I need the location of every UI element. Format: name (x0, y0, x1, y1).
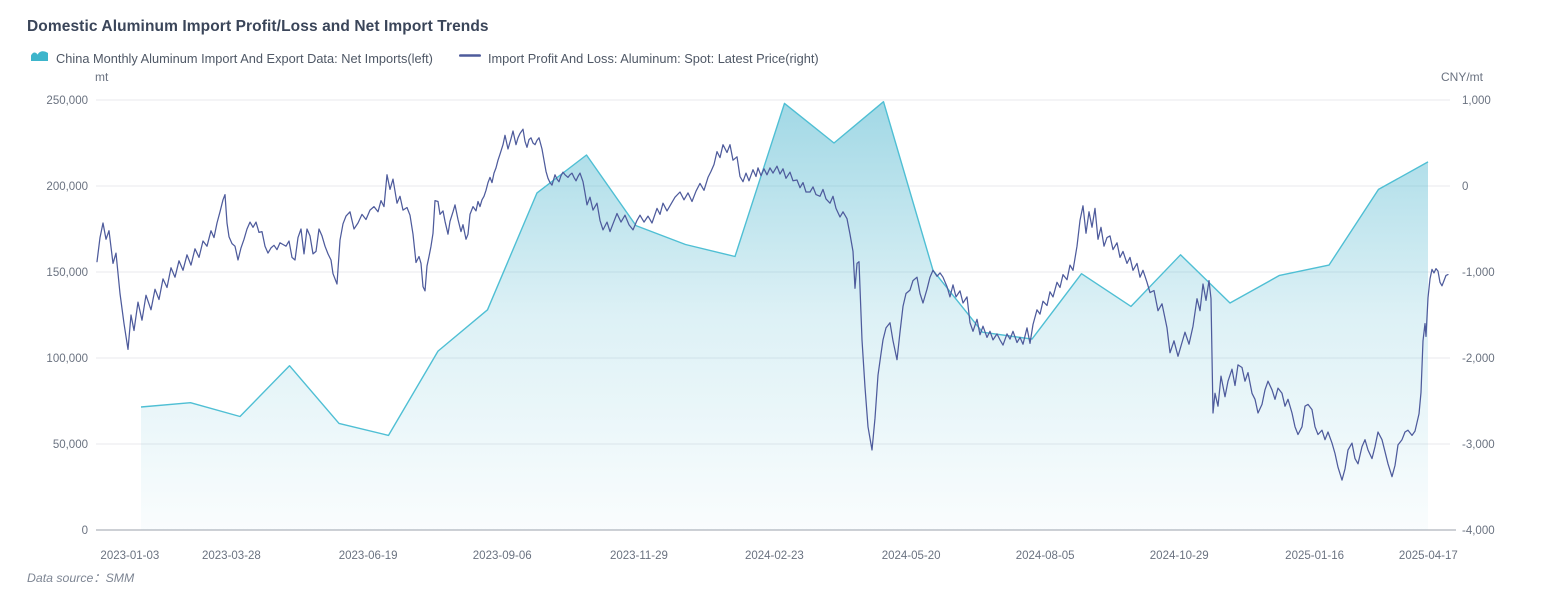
legend-item-profit-loss[interactable]: Import Profit And Loss: Aluminum: Spot: … (458, 49, 819, 67)
data-source: Data source：SMM (27, 568, 134, 586)
x-axis-tick: 2023-01-03 (100, 550, 159, 562)
x-axis-tick: 2025-04-17 (1399, 550, 1458, 562)
legend: China Monthly Aluminum Import And Export… (30, 49, 819, 67)
right-axis-tick: -4,000 (1462, 525, 1495, 537)
legend-item-net-imports[interactable]: China Monthly Aluminum Import And Export… (30, 49, 433, 67)
left-axis-tick: 0 (82, 525, 88, 537)
right-axis-tick: 0 (1462, 181, 1468, 193)
x-axis-tick: 2024-10-29 (1150, 550, 1209, 562)
right-axis-tick: -1,000 (1462, 267, 1495, 279)
right-axis-tick: -3,000 (1462, 439, 1495, 451)
x-axis-tick: 2023-03-28 (202, 550, 261, 562)
left-axis-tick: 250,000 (46, 95, 88, 107)
x-axis-tick: 2024-05-20 (882, 550, 941, 562)
data-source-value: SMM (105, 571, 135, 585)
right-axis-tick: 1,000 (1462, 95, 1491, 107)
x-axis-tick: 2025-01-16 (1285, 550, 1344, 562)
right-axis-tick: -2,000 (1462, 353, 1495, 365)
left-axis-tick: 100,000 (46, 353, 88, 365)
x-axis-tick: 2023-11-29 (610, 550, 668, 562)
left-axis-tick: 50,000 (53, 439, 88, 451)
right-axis-unit: CNY/mt (1441, 70, 1483, 84)
left-axis-tick: 150,000 (46, 267, 88, 279)
net-imports-area (141, 101, 1428, 530)
left-axis-tick: 200,000 (46, 181, 88, 193)
legend-label-net-imports: China Monthly Aluminum Import And Export… (56, 50, 433, 66)
data-source-label: Data source： (27, 571, 106, 585)
x-axis-tick: 2024-08-05 (1016, 550, 1075, 562)
legend-label-profit-loss: Import Profit And Loss: Aluminum: Spot: … (487, 50, 819, 66)
x-axis-tick: 2023-09-06 (473, 550, 532, 562)
area-series-icon (30, 49, 49, 67)
left-axis-unit: mt (95, 70, 109, 84)
net-imports-area-border (140, 100, 1429, 437)
axis-tick-labels: 250,000 200,000 150,000 100,000 50,000 0 1,000… (46, 95, 1494, 562)
line-series-icon (458, 49, 481, 67)
profit-loss-line (96, 128, 1449, 481)
x-axis-tick: 2023-06-19 (339, 550, 398, 562)
series-layer (96, 100, 1449, 530)
x-axis-tick: 2024-02-23 (745, 550, 804, 562)
chart-title: Domestic Aluminum Import Profit/Loss and… (27, 18, 489, 35)
